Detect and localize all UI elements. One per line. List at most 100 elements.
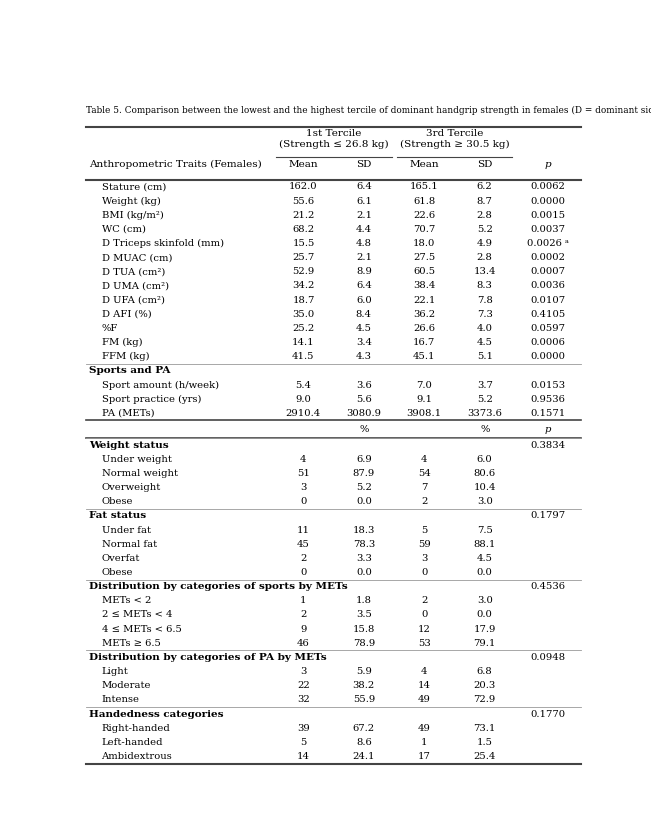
Text: 3373.6: 3373.6 bbox=[467, 408, 502, 417]
Text: 2: 2 bbox=[421, 596, 428, 605]
Text: 2: 2 bbox=[300, 554, 307, 563]
Text: 3: 3 bbox=[300, 483, 307, 492]
Text: Handedness categories: Handedness categories bbox=[89, 710, 223, 719]
Text: 8.4: 8.4 bbox=[356, 310, 372, 319]
Text: 3080.9: 3080.9 bbox=[346, 408, 381, 417]
Text: 79.1: 79.1 bbox=[473, 639, 496, 648]
Text: BMI (kg/m²): BMI (kg/m²) bbox=[102, 211, 163, 220]
Text: 3.6: 3.6 bbox=[356, 381, 372, 390]
Text: 0.0037: 0.0037 bbox=[531, 225, 565, 234]
Text: 6.9: 6.9 bbox=[356, 455, 372, 464]
Text: 80.6: 80.6 bbox=[474, 469, 496, 478]
Text: 59: 59 bbox=[418, 540, 431, 549]
Text: Right-handed: Right-handed bbox=[102, 724, 171, 733]
Text: 25.2: 25.2 bbox=[292, 324, 314, 333]
Text: 3.5: 3.5 bbox=[356, 610, 372, 619]
Text: 3.4: 3.4 bbox=[356, 338, 372, 347]
Text: Weight (kg): Weight (kg) bbox=[102, 197, 160, 206]
Text: 55.6: 55.6 bbox=[292, 197, 314, 206]
Text: 5: 5 bbox=[300, 738, 307, 747]
Text: 46: 46 bbox=[297, 639, 310, 648]
Text: Normal fat: Normal fat bbox=[102, 540, 157, 549]
Text: 41.5: 41.5 bbox=[292, 352, 314, 361]
Text: D Triceps skinfold (mm): D Triceps skinfold (mm) bbox=[102, 239, 224, 248]
Text: Distribution by categories of sports by METs: Distribution by categories of sports by … bbox=[89, 583, 348, 592]
Text: 2.1: 2.1 bbox=[356, 253, 372, 262]
Text: 0.0597: 0.0597 bbox=[531, 324, 565, 333]
Text: 0.0153: 0.0153 bbox=[531, 381, 566, 390]
Text: Ambidextrous: Ambidextrous bbox=[102, 752, 173, 761]
Text: 0: 0 bbox=[300, 568, 307, 577]
Text: 2: 2 bbox=[421, 498, 428, 507]
Text: %: % bbox=[480, 425, 490, 434]
Text: 87.9: 87.9 bbox=[353, 469, 375, 478]
Text: 8.6: 8.6 bbox=[356, 738, 372, 747]
Text: 4.8: 4.8 bbox=[356, 239, 372, 248]
Text: D UMA (cm²): D UMA (cm²) bbox=[102, 282, 169, 291]
Text: 165.1: 165.1 bbox=[410, 182, 439, 191]
Text: 22.6: 22.6 bbox=[413, 211, 436, 220]
Text: PA (METs): PA (METs) bbox=[102, 408, 154, 417]
Text: 4: 4 bbox=[421, 455, 428, 464]
Text: 0.0026 ᵃ: 0.0026 ᵃ bbox=[527, 239, 569, 248]
Text: 78.9: 78.9 bbox=[353, 639, 375, 648]
Text: Anthropometric Traits (Females): Anthropometric Traits (Females) bbox=[89, 159, 262, 169]
Text: p: p bbox=[545, 425, 551, 434]
Text: 21.2: 21.2 bbox=[292, 211, 314, 220]
Text: 5.1: 5.1 bbox=[477, 352, 493, 361]
Text: 3rd Tercile
(Strength ≥ 30.5 kg): 3rd Tercile (Strength ≥ 30.5 kg) bbox=[400, 130, 509, 149]
Text: METs < 2: METs < 2 bbox=[102, 596, 151, 605]
Text: %F: %F bbox=[102, 324, 118, 333]
Text: Intense: Intense bbox=[102, 695, 139, 704]
Text: 1.8: 1.8 bbox=[356, 596, 372, 605]
Text: 51: 51 bbox=[297, 469, 310, 478]
Text: 2.1: 2.1 bbox=[356, 211, 372, 220]
Text: 10.4: 10.4 bbox=[473, 483, 496, 492]
Text: 16.7: 16.7 bbox=[413, 338, 436, 347]
Text: SD: SD bbox=[477, 159, 492, 168]
Text: 3.3: 3.3 bbox=[356, 554, 372, 563]
Text: Table 5. Comparison between the lowest and the highest tercile of dominant handg: Table 5. Comparison between the lowest a… bbox=[87, 105, 651, 114]
Text: 0.0: 0.0 bbox=[356, 568, 372, 577]
Text: 5.2: 5.2 bbox=[477, 225, 493, 234]
Text: 4.5: 4.5 bbox=[477, 554, 493, 563]
Text: 2 ≤ METs < 4: 2 ≤ METs < 4 bbox=[102, 610, 172, 619]
Text: WC (cm): WC (cm) bbox=[102, 225, 146, 234]
Text: 4.3: 4.3 bbox=[356, 352, 372, 361]
Text: 49: 49 bbox=[418, 724, 431, 733]
Text: 8.3: 8.3 bbox=[477, 282, 493, 291]
Text: 1: 1 bbox=[300, 596, 307, 605]
Text: %: % bbox=[359, 425, 368, 434]
Text: D AFI (%): D AFI (%) bbox=[102, 310, 151, 319]
Text: 2.8: 2.8 bbox=[477, 253, 493, 262]
Text: 4.5: 4.5 bbox=[356, 324, 372, 333]
Text: Under fat: Under fat bbox=[102, 525, 150, 534]
Text: 7.0: 7.0 bbox=[417, 381, 432, 390]
Text: 5.2: 5.2 bbox=[477, 395, 493, 404]
Text: 0.0062: 0.0062 bbox=[531, 182, 565, 191]
Text: 5.4: 5.4 bbox=[296, 381, 311, 390]
Text: 18.0: 18.0 bbox=[413, 239, 436, 248]
Text: 27.5: 27.5 bbox=[413, 253, 436, 262]
Text: 14: 14 bbox=[297, 752, 310, 761]
Text: 1st Tercile
(Strength ≤ 26.8 kg): 1st Tercile (Strength ≤ 26.8 kg) bbox=[279, 130, 389, 149]
Text: 162.0: 162.0 bbox=[289, 182, 318, 191]
Text: 4.4: 4.4 bbox=[356, 225, 372, 234]
Text: 6.0: 6.0 bbox=[477, 455, 493, 464]
Text: 12: 12 bbox=[418, 625, 431, 634]
Text: 2: 2 bbox=[300, 610, 307, 619]
Text: 6.8: 6.8 bbox=[477, 667, 493, 676]
Text: 0.3834: 0.3834 bbox=[531, 440, 566, 449]
Text: METs ≥ 6.5: METs ≥ 6.5 bbox=[102, 639, 160, 648]
Text: Weight status: Weight status bbox=[89, 440, 169, 449]
Text: 0.0: 0.0 bbox=[477, 610, 493, 619]
Text: p: p bbox=[545, 159, 551, 168]
Text: 78.3: 78.3 bbox=[353, 540, 375, 549]
Text: 67.2: 67.2 bbox=[353, 724, 375, 733]
Text: 0.0002: 0.0002 bbox=[531, 253, 565, 262]
Text: Mean: Mean bbox=[409, 159, 439, 168]
Text: 22.1: 22.1 bbox=[413, 296, 436, 305]
Text: 0.0036: 0.0036 bbox=[531, 282, 565, 291]
Text: 45: 45 bbox=[297, 540, 310, 549]
Text: 0.0015: 0.0015 bbox=[531, 211, 566, 220]
